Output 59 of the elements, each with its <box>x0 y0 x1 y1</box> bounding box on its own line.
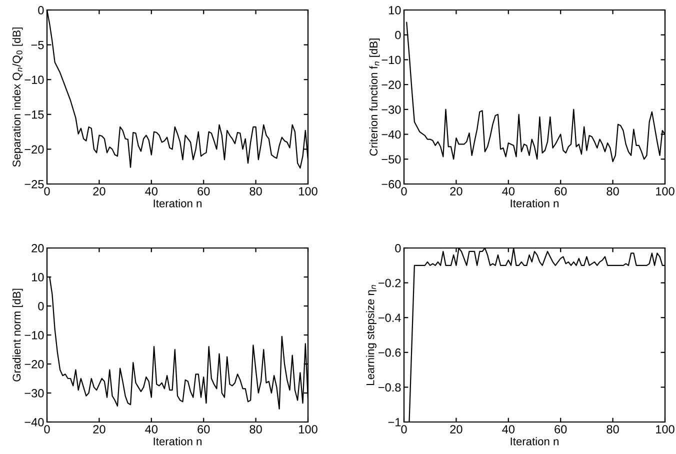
x-axis-title: Iteration n <box>154 437 202 446</box>
y-tick-label: −20 <box>24 360 44 368</box>
x-tick-label: 0 <box>401 187 407 196</box>
y-tick-label: −30 <box>382 105 401 114</box>
x-tick-label: 20 <box>450 425 462 434</box>
x-tick-label: 100 <box>656 187 674 196</box>
x-tick-label: 40 <box>145 425 158 434</box>
x-tick-label: 80 <box>250 425 262 434</box>
y-axis-title: Separation index Q$_{n}$/Q$_{0}$ [dB] <box>12 28 23 167</box>
x-tick-label: 80 <box>606 425 619 434</box>
y-tick-label: −40 <box>382 130 401 139</box>
y-tick-label: −5 <box>31 40 44 50</box>
x-tick-label: 20 <box>93 187 106 196</box>
x-tick-label: 20 <box>450 187 462 196</box>
x-tick-label: 100 <box>299 187 318 196</box>
y-tick-label: −0.6 <box>378 348 401 357</box>
y-axis-title: Gradient norm [dB] <box>12 288 23 382</box>
y-tick-label: 10 <box>32 273 44 282</box>
x-tick-label: 40 <box>502 425 515 434</box>
y-axis-title: Criterion function f$_{n}$ [dB] <box>369 38 380 156</box>
y-tick-label: 20 <box>32 244 44 252</box>
y-tick-label: −10 <box>24 331 44 340</box>
x-axis-title: Iteration n <box>154 199 202 208</box>
x-tick-label: 100 <box>656 425 674 434</box>
y-tick-label: −25 <box>24 180 44 188</box>
y-tick-label: 0 <box>395 30 401 40</box>
x-tick-label: 40 <box>145 187 158 196</box>
x-tick-label: 0 <box>44 425 50 434</box>
x-tick-label: 60 <box>554 425 567 434</box>
y-tick-label: 0 <box>38 302 44 310</box>
x-tick-label: 80 <box>250 187 262 196</box>
x-tick-label: 60 <box>198 187 210 196</box>
y-tick-label: −10 <box>24 76 44 84</box>
y-tick-label: −0.8 <box>378 383 401 392</box>
y-tick-label: 10 <box>388 6 401 14</box>
x-tick-label: 20 <box>93 425 106 434</box>
y-tick-label: −10 <box>382 56 401 64</box>
y-tick-label: 0 <box>38 6 44 14</box>
y-tick-label: −60 <box>382 180 401 188</box>
x-tick-label: 0 <box>44 187 50 196</box>
x-tick-label: 0 <box>401 425 407 434</box>
x-tick-label: 80 <box>606 187 619 196</box>
x-tick-label: 100 <box>299 425 318 434</box>
y-tick-label: −40 <box>24 418 44 426</box>
x-tick-label: 60 <box>554 187 567 196</box>
y-tick-label: −20 <box>382 80 401 89</box>
y-tick-label: −30 <box>24 389 44 398</box>
x-axis-title: Iteration n <box>510 199 558 208</box>
y-tick-label: −0.4 <box>378 314 401 322</box>
y-axis-title: Learning stepsize η$_{n}$ <box>366 285 376 385</box>
y-tick-label: −20 <box>24 145 44 154</box>
x-tick-label: 60 <box>198 425 210 434</box>
y-tick-label: −50 <box>382 155 401 164</box>
y-tick-label: −1 <box>388 418 401 426</box>
x-tick-label: 40 <box>502 187 515 196</box>
x-axis-title: Iteration n <box>510 437 558 446</box>
y-tick-label: 0 <box>395 244 401 252</box>
y-tick-label: −0.2 <box>378 278 401 288</box>
y-tick-label: −15 <box>24 110 44 119</box>
